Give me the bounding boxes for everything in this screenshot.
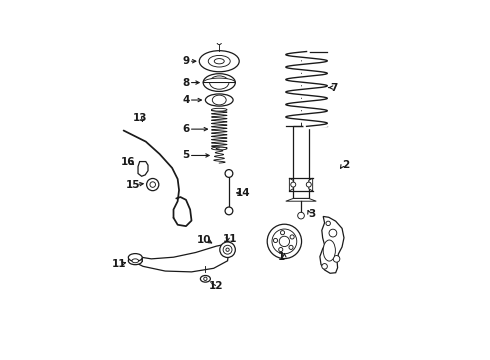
Circle shape xyxy=(272,229,297,254)
Circle shape xyxy=(217,40,221,45)
Text: 11: 11 xyxy=(112,258,127,269)
Text: 3: 3 xyxy=(309,209,316,219)
Circle shape xyxy=(280,231,285,235)
Ellipse shape xyxy=(199,51,239,72)
Text: 4: 4 xyxy=(182,95,190,105)
Circle shape xyxy=(204,277,207,280)
Text: 7: 7 xyxy=(331,82,338,93)
Text: 5: 5 xyxy=(182,150,190,161)
Text: 10: 10 xyxy=(197,235,211,245)
Ellipse shape xyxy=(128,257,142,265)
Circle shape xyxy=(225,170,233,177)
Circle shape xyxy=(267,224,301,258)
Text: 8: 8 xyxy=(182,77,190,87)
Circle shape xyxy=(326,221,330,226)
Ellipse shape xyxy=(214,59,224,64)
Text: 14: 14 xyxy=(236,188,250,198)
Text: 2: 2 xyxy=(342,160,349,170)
Polygon shape xyxy=(309,178,313,191)
Text: 12: 12 xyxy=(209,281,224,291)
Text: 11: 11 xyxy=(223,234,238,244)
Ellipse shape xyxy=(323,240,335,261)
Circle shape xyxy=(223,245,232,254)
Ellipse shape xyxy=(212,95,226,105)
Ellipse shape xyxy=(128,253,142,261)
Circle shape xyxy=(298,212,304,219)
Circle shape xyxy=(147,179,159,191)
Text: 6: 6 xyxy=(182,124,190,134)
Circle shape xyxy=(290,235,294,239)
Circle shape xyxy=(329,229,337,237)
Circle shape xyxy=(225,207,233,215)
Circle shape xyxy=(289,245,293,249)
Ellipse shape xyxy=(132,259,139,263)
Text: 1: 1 xyxy=(278,252,285,262)
Circle shape xyxy=(273,238,277,243)
Text: 16: 16 xyxy=(121,157,135,167)
Polygon shape xyxy=(290,178,293,191)
Ellipse shape xyxy=(212,108,227,111)
Circle shape xyxy=(279,247,283,252)
Circle shape xyxy=(306,182,311,187)
Polygon shape xyxy=(293,126,309,198)
Circle shape xyxy=(150,182,155,187)
Circle shape xyxy=(322,264,327,269)
Ellipse shape xyxy=(203,74,235,91)
Ellipse shape xyxy=(200,275,210,282)
Circle shape xyxy=(226,248,229,251)
Circle shape xyxy=(279,236,290,247)
Ellipse shape xyxy=(208,55,230,67)
Circle shape xyxy=(333,256,340,262)
Ellipse shape xyxy=(212,147,227,150)
Polygon shape xyxy=(138,162,148,176)
Polygon shape xyxy=(203,78,235,82)
Polygon shape xyxy=(132,244,229,272)
Text: 15: 15 xyxy=(126,180,141,190)
Ellipse shape xyxy=(210,76,229,89)
Polygon shape xyxy=(320,216,344,273)
Circle shape xyxy=(220,242,235,257)
Polygon shape xyxy=(286,198,316,201)
Text: 13: 13 xyxy=(133,113,147,123)
Text: 9: 9 xyxy=(182,56,190,66)
Circle shape xyxy=(291,182,296,187)
Ellipse shape xyxy=(205,94,233,106)
